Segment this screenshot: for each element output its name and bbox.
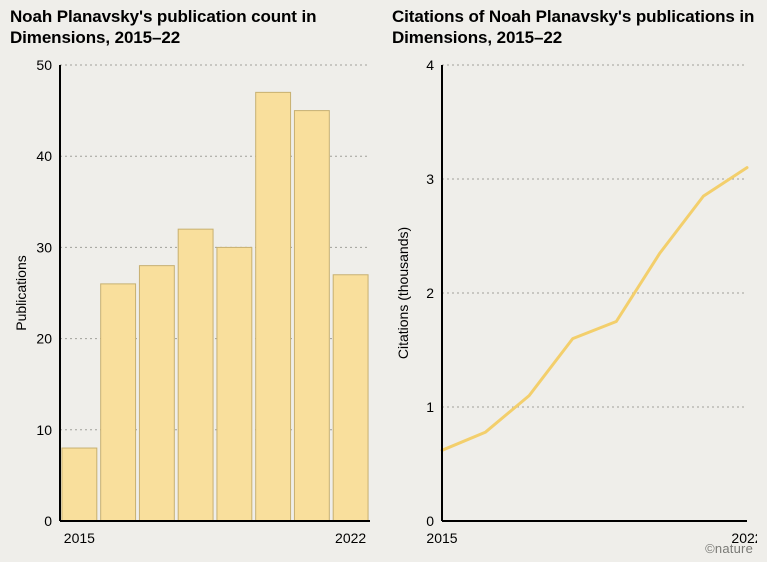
bar — [217, 247, 252, 521]
x-tick-label: 2015 — [64, 530, 95, 546]
line-chart-panel: Citations of Noah Planavsky's publicatio… — [392, 4, 757, 554]
bar-chart-panel: Noah Planavsky's publication count in Di… — [10, 4, 376, 554]
bar — [178, 229, 213, 521]
bar — [294, 110, 329, 520]
bar — [256, 92, 291, 521]
bar-chart-title: Noah Planavsky's publication count in Di… — [10, 6, 376, 49]
figure-container: Noah Planavsky's publication count in Di… — [0, 0, 767, 562]
line-chart-svg: 0123420152022Citations (thousands) — [392, 57, 757, 555]
x-tick-label: 2015 — [426, 530, 457, 546]
y-tick-label: 20 — [36, 330, 52, 346]
credit-text: ©nature — [705, 541, 753, 556]
bar — [333, 274, 368, 520]
y-tick-label: 0 — [44, 513, 52, 529]
bar-chart-svg: 0 10 20 30 40 50 2015 2022 Publications — [10, 57, 376, 555]
y-axis-label: Citations (thousands) — [395, 226, 411, 358]
y-tick-label: 50 — [36, 57, 52, 73]
y-tick-label: 10 — [36, 421, 52, 437]
y-tick-label: 0 — [426, 513, 434, 529]
y-tick-label: 1 — [426, 399, 434, 415]
y-tick-label: 2 — [426, 285, 434, 301]
y-axis-label: Publications — [13, 255, 29, 331]
bar — [139, 265, 174, 520]
y-tick-label: 40 — [36, 148, 52, 164]
line-series — [442, 167, 747, 450]
bar — [62, 448, 97, 521]
bar-chart-area: 0 10 20 30 40 50 2015 2022 Publications — [10, 57, 376, 555]
line-chart-title: Citations of Noah Planavsky's publicatio… — [392, 6, 757, 49]
y-tick-label: 3 — [426, 171, 434, 187]
y-tick-label: 30 — [36, 239, 52, 255]
bar — [101, 283, 136, 520]
line-chart-area: 0123420152022Citations (thousands) — [392, 57, 757, 555]
y-tick-label: 4 — [426, 57, 434, 73]
x-tick-label: 2022 — [335, 530, 366, 546]
